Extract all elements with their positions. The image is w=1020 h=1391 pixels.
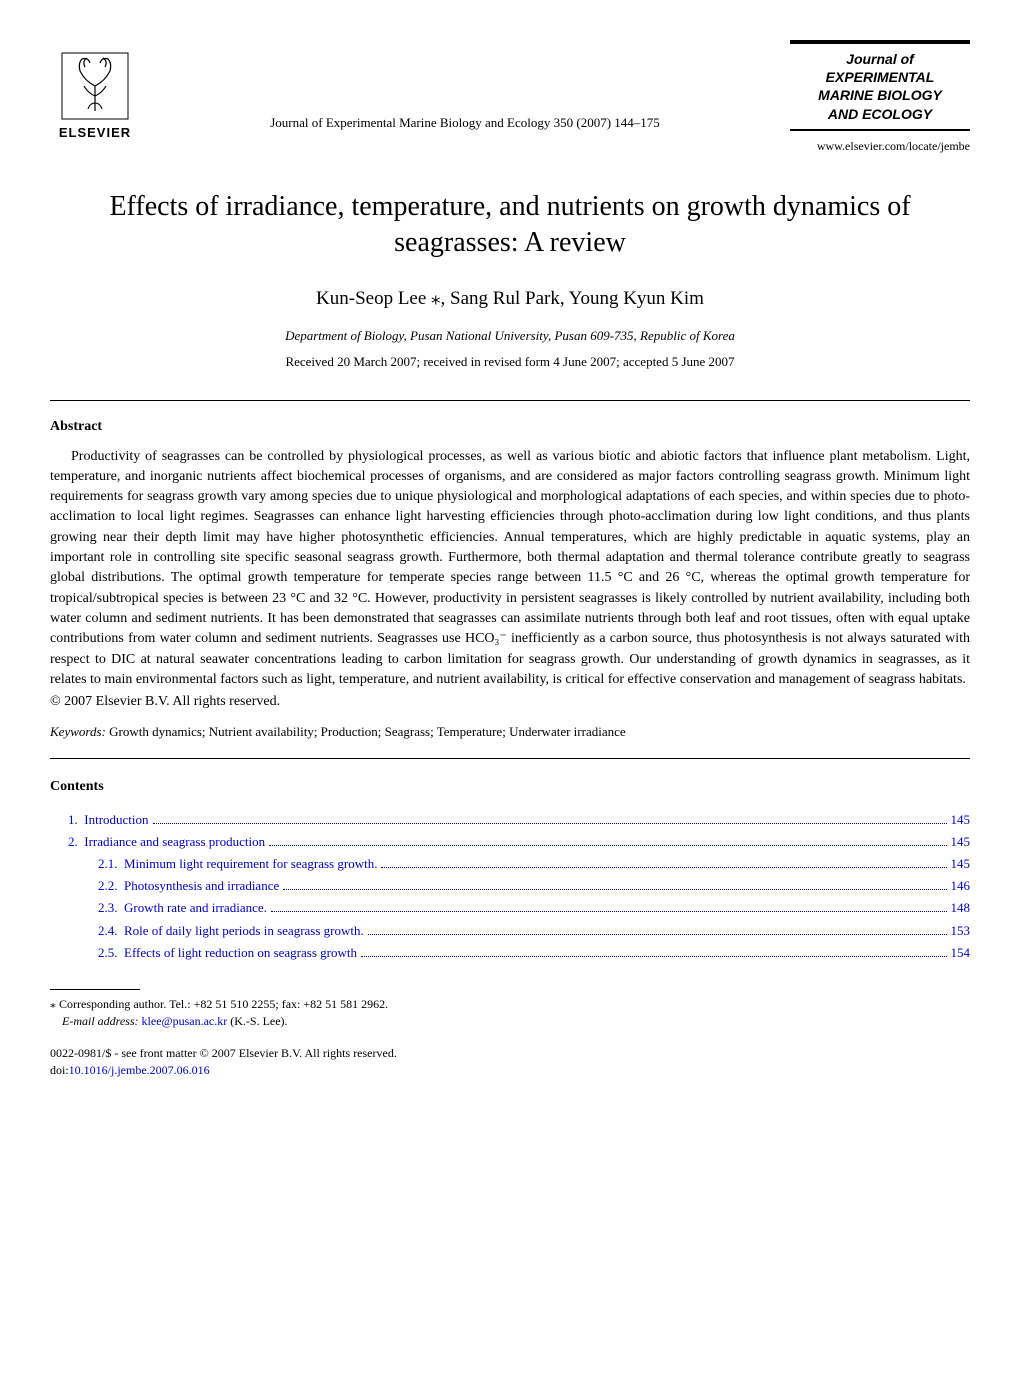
toc-row[interactable]: 2.3. Growth rate and irradiance. 148 [50,897,970,919]
email-link[interactable]: klee@pusan.ac.kr [142,1014,228,1028]
toc-num: 2.1. [98,853,118,875]
divider [50,758,970,759]
abstract-text: Productivity of seagrasses can be contro… [50,447,970,691]
email-line: E-mail address: klee@pusan.ac.kr (K.-S. … [50,1013,970,1030]
affiliation: Department of Biology, Pusan National Un… [50,328,970,344]
toc-row[interactable]: 1. Introduction 145 [50,809,970,831]
toc-row[interactable]: 2.2. Photosynthesis and irradiance 146 [50,875,970,897]
journal-url[interactable]: www.elsevier.com/locate/jembe [790,139,970,154]
toc-page: 145 [951,853,971,875]
toc-page: 146 [951,875,971,897]
toc-row[interactable]: 2.4. Role of daily light periods in seag… [50,920,970,942]
doi-link[interactable]: 10.1016/j.jembe.2007.06.016 [69,1063,210,1077]
contents-heading: Contents [50,779,970,795]
toc-num: 2.4. [98,920,118,942]
keywords: Keywords: Growth dynamics; Nutrient avai… [50,724,970,740]
toc-text: Introduction [84,809,148,831]
toc-text: Effects of light reduction on seagrass g… [124,942,357,964]
toc-leader-dots [271,911,947,912]
email-label: E-mail address: [62,1014,139,1028]
doi-label: doi: [50,1063,69,1077]
divider [50,400,970,401]
toc-num: 2. [68,831,78,853]
email-suffix: (K.-S. Lee). [227,1014,287,1028]
journal-citation: Journal of Experimental Marine Biology a… [140,40,790,131]
toc-text: Irradiance and seagrass production [84,831,265,853]
submission-dates: Received 20 March 2007; received in revi… [50,354,970,370]
table-of-contents: 1. Introduction 145 2. Irradiance and se… [50,809,970,964]
abstract-heading: Abstract [50,419,970,435]
corresponding-text: ⁎ Corresponding author. Tel.: +82 51 510… [50,996,970,1013]
toc-page: 145 [951,831,971,853]
paper-header: ELSEVIER Journal of Experimental Marine … [50,40,970,154]
toc-leader-dots [361,956,947,957]
journal-box-line: EXPERIMENTAL [794,68,966,86]
authors: Kun-Seop Lee ⁎, Sang Rul Park, Young Kyu… [50,287,970,310]
toc-leader-dots [368,934,947,935]
toc-page: 154 [951,942,971,964]
toc-leader-dots [269,845,946,846]
issn-line: 0022-0981/$ - see front matter © 2007 El… [50,1045,970,1062]
footnote-divider [50,989,140,990]
toc-row[interactable]: 2.1. Minimum light requirement for seagr… [50,853,970,875]
toc-num: 2.5. [98,942,118,964]
toc-num: 1. [68,809,78,831]
publisher-name: ELSEVIER [59,125,131,140]
toc-leader-dots [283,889,946,890]
toc-text: Minimum light requirement for seagrass g… [124,853,377,875]
footer: 0022-0981/$ - see front matter © 2007 El… [50,1045,970,1079]
journal-title-box: Journal of EXPERIMENTAL MARINE BIOLOGY A… [790,40,970,154]
publisher-logo: ELSEVIER [50,40,140,140]
toc-num: 2.2. [98,875,118,897]
elsevier-tree-icon [60,51,130,121]
doi-line: doi:10.1016/j.jembe.2007.06.016 [50,1062,970,1079]
toc-text: Growth rate and irradiance. [124,897,267,919]
toc-page: 148 [951,897,971,919]
toc-page: 153 [951,920,971,942]
keywords-label: Keywords: [50,724,106,739]
toc-text: Photosynthesis and irradiance [124,875,279,897]
journal-box-line: MARINE BIOLOGY [794,86,966,104]
toc-num: 2.3. [98,897,118,919]
toc-text: Role of daily light periods in seagrass … [124,920,364,942]
journal-box-line: AND ECOLOGY [794,105,966,123]
keywords-text: Growth dynamics; Nutrient availability; … [106,724,626,739]
toc-row[interactable]: 2.5. Effects of light reduction on seagr… [50,942,970,964]
toc-row[interactable]: 2. Irradiance and seagrass production 14… [50,831,970,853]
copyright-text: © 2007 Elsevier B.V. All rights reserved… [50,694,970,710]
corresponding-footnote: ⁎ Corresponding author. Tel.: +82 51 510… [50,996,970,1030]
toc-page: 145 [951,809,971,831]
toc-leader-dots [381,867,946,868]
paper-title: Effects of irradiance, temperature, and … [50,189,970,262]
toc-leader-dots [153,823,947,824]
journal-box-line: Journal of [794,50,966,68]
